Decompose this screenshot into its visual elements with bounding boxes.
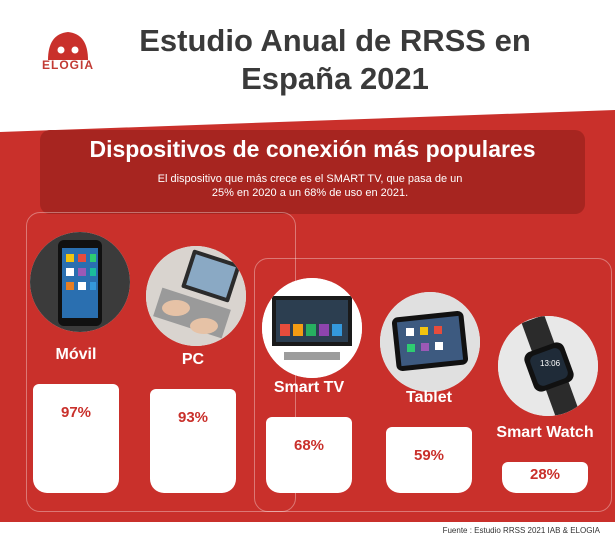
category-label: Smart Watch (496, 424, 594, 441)
tv-icon (262, 278, 362, 378)
svg-text:13:06: 13:06 (540, 359, 561, 368)
source-footnote: Fuente : Estudio RRSS 2021 IAB & ELOGIA (442, 526, 600, 535)
bar-value-label: 97% (60, 404, 92, 421)
chart-description: El dispositivo que más crece es el SMART… (157, 173, 463, 199)
category-label: PC (181, 351, 205, 368)
subtitle-box (40, 130, 585, 214)
laptop-icon (146, 246, 246, 346)
category-label: Smart TV (273, 379, 345, 396)
bar-smart-watch: 28% (502, 462, 588, 493)
bar-smart-tv: 68% (266, 417, 352, 493)
photo-pc (146, 246, 246, 346)
tablet-icon (380, 292, 480, 392)
bar-móvil: 97% (33, 384, 119, 493)
photo-smart-watch: 13:06 (498, 316, 598, 416)
bar-value-label: 28% (529, 466, 561, 483)
smartwatch-icon: 13:06 (498, 316, 598, 416)
smartphone-icon (30, 232, 130, 332)
decorative-frame-right (254, 258, 612, 512)
photo-tablet (380, 292, 480, 392)
bar-value-label: 59% (413, 447, 445, 464)
photo-smart-tv (262, 278, 362, 378)
chart-title: Dispositivos de conexión más populares (89, 136, 536, 162)
bar-pc: 93% (150, 389, 236, 493)
category-label: Móvil (55, 346, 97, 363)
bar-value-label: 93% (177, 409, 209, 426)
page-title: Estudio Anual de RRSS en España 2021 (139, 23, 531, 96)
bar-value-label: 68% (293, 437, 325, 454)
bar-tablet: 59% (386, 427, 472, 493)
logo-text: ELOGIA (41, 58, 94, 72)
photo-movil (30, 232, 130, 332)
elogia-logo-icon (48, 32, 88, 60)
category-label: Tablet (406, 389, 452, 406)
header (0, 0, 615, 120)
